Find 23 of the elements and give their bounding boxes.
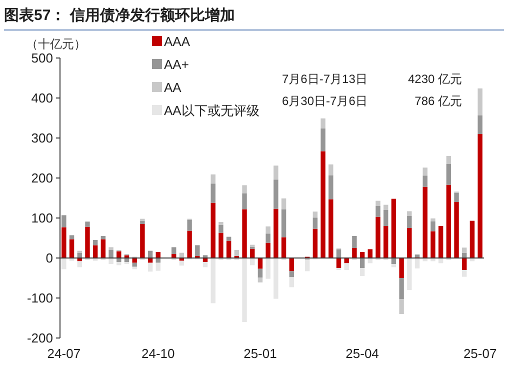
- x-tick-label: 25-07: [463, 346, 497, 361]
- annotation: 786 亿元: [414, 94, 462, 108]
- x-tick-label: 24-07: [47, 346, 81, 361]
- annotation: 4230 亿元: [408, 72, 462, 86]
- y-tick-label: -200: [26, 330, 53, 346]
- y-tick-label: 400: [31, 90, 53, 106]
- x-tick-label: 25-04: [346, 346, 379, 361]
- y-tick-label: 300: [31, 130, 53, 146]
- y-tick-label: 100: [31, 210, 53, 226]
- chart-title: 图表57： 信用债净发行额环比增加: [4, 6, 235, 24]
- y-tick-label: 500: [31, 50, 53, 66]
- x-tick-label: 24-10: [142, 346, 175, 361]
- legend-label: AA以下或无评级: [164, 103, 260, 118]
- legend-label: AAA: [164, 34, 190, 49]
- legend-label: AA+: [164, 57, 189, 72]
- annotation: 6月30日-7月6日: [282, 94, 368, 108]
- legend-label: AA: [164, 80, 182, 95]
- y-tick-label: 200: [31, 170, 53, 186]
- annotation: 7月6日-7月13日: [282, 72, 368, 86]
- x-tick-label: 25-01: [244, 346, 277, 361]
- y-tick-label: 0: [46, 250, 53, 266]
- y-tick-label: -100: [26, 290, 53, 306]
- y-axis-title: （十亿元）: [26, 37, 86, 51]
